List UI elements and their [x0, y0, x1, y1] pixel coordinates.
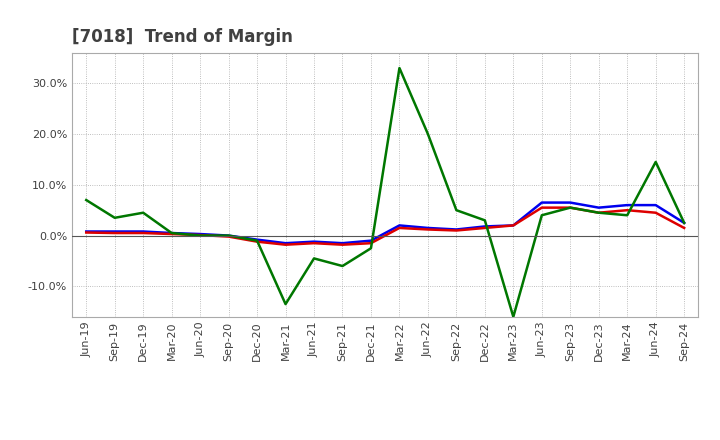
Net Income — [225, 234, 233, 239]
Operating Cashflow — [395, 66, 404, 71]
Operating Cashflow — [452, 208, 461, 213]
Ordinary Income — [225, 233, 233, 238]
Ordinary Income — [480, 224, 489, 229]
Line: Operating Cashflow: Operating Cashflow — [86, 68, 684, 317]
Text: [7018]  Trend of Margin: [7018] Trend of Margin — [72, 28, 293, 46]
Operating Cashflow — [225, 233, 233, 238]
Operating Cashflow — [338, 264, 347, 269]
Line: Net Income: Net Income — [86, 208, 684, 245]
Operating Cashflow — [82, 198, 91, 203]
Net Income — [110, 231, 119, 236]
Ordinary Income — [82, 229, 91, 234]
Ordinary Income — [282, 241, 290, 246]
Net Income — [82, 230, 91, 235]
Ordinary Income — [623, 202, 631, 208]
Operating Cashflow — [537, 213, 546, 218]
Operating Cashflow — [110, 215, 119, 220]
Ordinary Income — [167, 231, 176, 236]
Ordinary Income — [366, 238, 375, 243]
Ordinary Income — [652, 202, 660, 208]
Operating Cashflow — [480, 218, 489, 223]
Operating Cashflow — [423, 132, 432, 137]
Net Income — [652, 210, 660, 215]
Net Income — [310, 241, 318, 246]
Ordinary Income — [509, 223, 518, 228]
Net Income — [167, 231, 176, 237]
Net Income — [680, 225, 688, 231]
Ordinary Income — [537, 200, 546, 205]
Operating Cashflow — [167, 231, 176, 236]
Operating Cashflow — [509, 314, 518, 319]
Operating Cashflow — [680, 220, 688, 226]
Operating Cashflow — [253, 238, 261, 243]
Net Income — [537, 205, 546, 210]
Ordinary Income — [253, 237, 261, 242]
Line: Ordinary Income: Ordinary Income — [86, 202, 684, 243]
Operating Cashflow — [652, 159, 660, 165]
Ordinary Income — [452, 227, 461, 232]
Net Income — [196, 232, 204, 238]
Operating Cashflow — [366, 246, 375, 251]
Net Income — [395, 225, 404, 231]
Net Income — [452, 228, 461, 233]
Ordinary Income — [680, 220, 688, 226]
Operating Cashflow — [623, 213, 631, 218]
Ordinary Income — [196, 231, 204, 237]
Net Income — [480, 225, 489, 231]
Operating Cashflow — [282, 301, 290, 307]
Operating Cashflow — [196, 233, 204, 238]
Ordinary Income — [423, 225, 432, 231]
Net Income — [595, 210, 603, 215]
Ordinary Income — [139, 229, 148, 234]
Net Income — [338, 242, 347, 247]
Ordinary Income — [338, 241, 347, 246]
Net Income — [366, 241, 375, 246]
Ordinary Income — [310, 239, 318, 244]
Operating Cashflow — [595, 210, 603, 215]
Operating Cashflow — [139, 210, 148, 215]
Net Income — [566, 205, 575, 210]
Ordinary Income — [595, 205, 603, 210]
Ordinary Income — [566, 200, 575, 205]
Ordinary Income — [395, 223, 404, 228]
Net Income — [423, 227, 432, 232]
Ordinary Income — [110, 229, 119, 234]
Net Income — [139, 231, 148, 236]
Net Income — [253, 239, 261, 244]
Operating Cashflow — [566, 205, 575, 210]
Net Income — [623, 208, 631, 213]
Operating Cashflow — [310, 256, 318, 261]
Net Income — [282, 242, 290, 247]
Net Income — [509, 223, 518, 228]
